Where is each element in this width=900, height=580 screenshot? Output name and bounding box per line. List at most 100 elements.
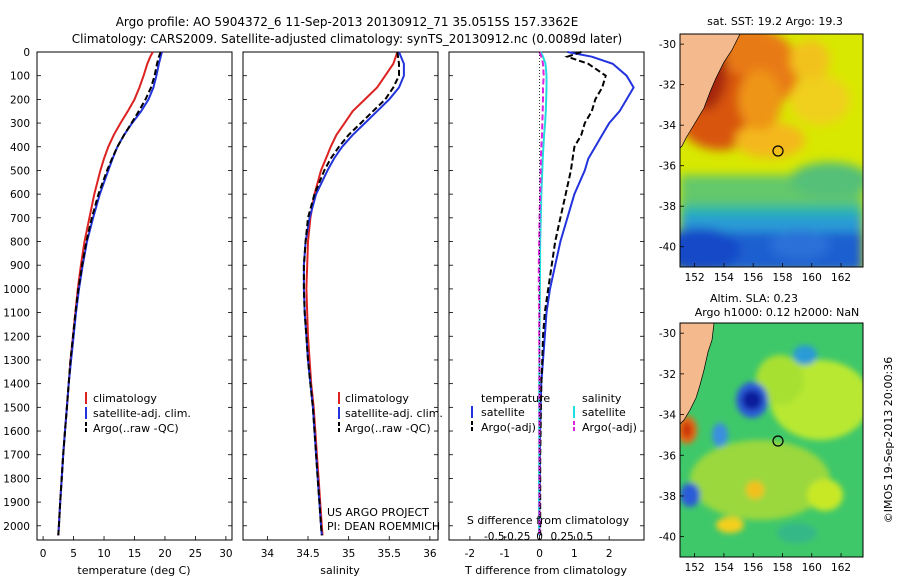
x-tick-label: 20 (158, 548, 171, 560)
t-difference-x-ticks: -2 -1 0 1 2 (465, 536, 613, 560)
legend-label-satellite: satellite-adj. clim. (93, 407, 191, 420)
map-x-tick-label: 156 (743, 562, 763, 574)
salinity-panel (242, 51, 439, 541)
sst-map (680, 34, 863, 267)
depth-tick-label: 700 (10, 213, 30, 225)
depth-tick-label: 1200 (3, 331, 30, 343)
map-y-tick-label: -32 (659, 369, 676, 381)
depth-tick-label: 400 (10, 142, 30, 154)
depth-axis: 0 100 200 300 400 500 600 700 800 900 1000 1100 1200… (3, 47, 30, 533)
depth-tick-label: 1800 (3, 473, 30, 485)
x-tick-label: 36 (423, 548, 437, 560)
depth-tick-label: 1400 (3, 379, 30, 391)
argo-location-marker (772, 435, 784, 447)
map-x-tick-label: 152 (685, 562, 705, 574)
map-x-tick-label: 158 (772, 272, 792, 284)
legend-label-t-satellite: satellite (481, 406, 525, 419)
sla-map-ticks: 152 154 156 158 160 162 -30 -32 -34 -36 -38 -40 (659, 328, 851, 574)
x-tick-label: -0.25 (503, 531, 530, 543)
x-tick-label: 35 (342, 548, 355, 560)
depth-tick-label: 1500 (3, 402, 30, 414)
depth-tick-label: 1900 (3, 497, 30, 509)
temperature-panel (36, 51, 233, 541)
temperature-xlabel: temperature (deg C) (77, 564, 190, 577)
legend-label-climatology: climatology (93, 392, 157, 405)
x-tick-label: -1 (499, 548, 509, 560)
legend-title-salinity: salinity (582, 392, 622, 405)
map-y-tick-label: -38 (659, 201, 676, 213)
depth-tick-label: 0 (23, 47, 30, 59)
sla-map (680, 323, 863, 557)
x-tick-label: 10 (97, 548, 110, 560)
map-x-tick-label: 162 (831, 272, 851, 284)
sst-map-title: sat. SST: 19.2 Argo: 19.3 (707, 15, 843, 28)
depth-tick-label: 300 (10, 118, 30, 130)
depth-tick-label: 900 (10, 260, 30, 272)
depth-tick-label: 1100 (3, 308, 30, 320)
salinity-series (302, 51, 405, 536)
legend-label-climatology: climatology (345, 392, 409, 405)
map-y-tick-label: -34 (659, 410, 676, 422)
sla-map-title-2: Argo h1000: 0.12 h2000: NaN (695, 306, 860, 319)
t-difference-xlabel: T difference from climatology (464, 564, 627, 577)
map-x-tick-label: 152 (685, 272, 705, 284)
depth-tick-label: 1700 (3, 450, 30, 462)
series-line-argo-raw-qc- (57, 51, 162, 536)
legend-label-argo: Argo(..raw -QC) (93, 422, 179, 435)
map-y-tick-label: -30 (659, 328, 676, 340)
s-difference-xlabel: S difference from climatology (467, 514, 630, 527)
legend-label-argo: Argo(..raw -QC) (345, 422, 431, 435)
imos-watermark: ©IMOS 19-Sep-2013 20:00:36 (882, 357, 895, 523)
map-y-tick-label: -30 (659, 39, 676, 51)
depth-tick-label: 500 (10, 165, 30, 177)
salinity-legend: climatology satellite-adj. clim. Argo(..… (327, 392, 443, 533)
map-y-tick-label: -34 (659, 120, 676, 132)
legend-label-t-argo: Argo(-adj) (481, 421, 536, 434)
salinity-xlabel: salinity (320, 564, 360, 577)
salinity-x-ticks: 34 34.5 35 35.5 36 (261, 536, 437, 560)
x-tick-label: 5 (70, 548, 77, 560)
map-y-tick-label: -38 (659, 491, 676, 503)
depth-tick-label: 800 (10, 237, 30, 249)
depth-tick-label: 200 (10, 94, 30, 106)
map-y-tick-label: -36 (659, 450, 676, 462)
sla-map-title-1: Altim. SLA: 0.23 (710, 292, 798, 305)
x-tick-label: -0.5 (484, 531, 505, 543)
map-x-tick-label: 154 (714, 272, 734, 284)
s-difference-x-ticks: -0.5-0.25 0 0.25 0.5 (484, 531, 593, 543)
x-tick-label: 34.5 (296, 548, 319, 560)
map-x-tick-label: 154 (714, 562, 734, 574)
x-tick-label: 0 (40, 548, 47, 560)
map-x-tick-label: 162 (831, 562, 851, 574)
map-y-tick-label: -40 (659, 242, 676, 254)
x-tick-label: 25 (189, 548, 202, 560)
temperature-series (57, 51, 163, 536)
x-tick-label: 30 (219, 548, 232, 560)
map-x-tick-label: 158 (772, 562, 792, 574)
legend-title-temperature: temperature (481, 392, 550, 405)
x-tick-label: 0 (536, 548, 543, 560)
project-label: US ARGO PROJECT (327, 506, 429, 519)
map-y-tick-label: -40 (659, 532, 676, 544)
x-tick-label: 0.25 (550, 531, 573, 543)
depth-tick-label: 100 (10, 71, 30, 83)
difference-panel (448, 51, 645, 541)
depth-tick-label: 1300 (3, 355, 30, 367)
map-y-tick-label: -32 (659, 80, 676, 92)
depth-tick-label: 1600 (3, 426, 30, 438)
header-line-2: Climatology: CARS2009. Satellite-adjuste… (72, 32, 622, 46)
x-tick-label: 34 (261, 548, 275, 560)
depth-tick-label: 1000 (3, 284, 30, 296)
map-x-tick-label: 160 (802, 272, 822, 284)
temperature-legend: climatology satellite-adj. clim. Argo(..… (85, 392, 191, 435)
sst-map-ticks: 152 154 156 158 160 162 -30 -32 -34 -36 -38 -40 (659, 39, 851, 284)
tick-marks (37, 51, 644, 527)
depth-tick-label: 600 (10, 189, 30, 201)
x-tick-label: 0 (536, 531, 543, 543)
header-line-1: Argo profile: AO 5904372_6 11-Sep-2013 2… (116, 15, 579, 29)
legend-label-satellite: satellite-adj. clim. (345, 407, 443, 420)
map-x-tick-label: 156 (743, 272, 763, 284)
temperature-x-ticks: 0 5 10 15 20 25 30 (40, 536, 233, 560)
x-tick-label: 0.5 (576, 531, 593, 543)
